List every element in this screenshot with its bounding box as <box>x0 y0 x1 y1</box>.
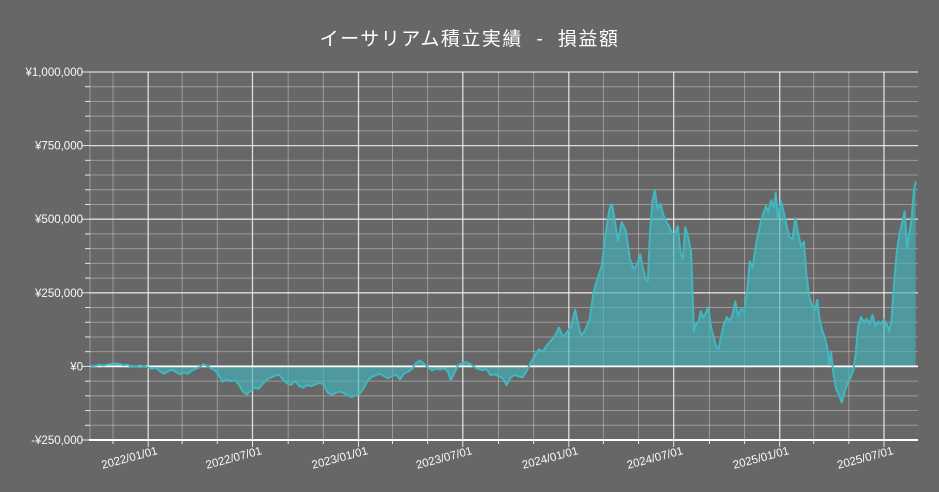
y-axis-tick-label: ¥500,000 <box>34 214 83 226</box>
x-axis-tick-label: 2024/07/01 <box>626 445 685 471</box>
series-line <box>90 181 917 404</box>
x-axis-tick-label: 2025/01/01 <box>732 445 791 471</box>
y-axis-tick-label: -¥250,000 <box>31 435 83 447</box>
series-area <box>91 182 916 403</box>
y-axis-labels: ¥1,000,000 ¥750,000 ¥500,000 ¥250,000 ¥0 -¥25… <box>24 67 83 447</box>
chart-title: イーサリアム積立実績 - 損益額 <box>319 29 620 50</box>
y-axis-tick-label: ¥750,000 <box>34 141 83 153</box>
x-axis-ticks <box>112 440 885 447</box>
area-fill <box>91 182 916 403</box>
series <box>90 181 917 404</box>
x-axis-tick-label: 2025/07/01 <box>836 445 895 471</box>
x-axis-tick-label: 2022/01/01 <box>100 445 159 471</box>
y-axis-ticks <box>82 71 90 441</box>
x-gridlines <box>89 72 885 440</box>
y-axis-tick-label: ¥250,000 <box>34 288 83 300</box>
x-axis-tick-label: 2023/07/01 <box>415 445 474 471</box>
x-axis-tick-label: 2023/01/01 <box>311 445 370 471</box>
x-axis-labels: 2022/01/01 2022/07/01 2023/01/01 2023/07/01… <box>100 445 895 471</box>
y-axis-tick-label: ¥0 <box>69 361 83 373</box>
x-axis-tick-label: 2024/01/01 <box>521 445 580 471</box>
x-axis-tick-label: 2022/07/01 <box>205 445 264 471</box>
y-axis-tick-label: ¥1,000,000 <box>24 67 83 79</box>
